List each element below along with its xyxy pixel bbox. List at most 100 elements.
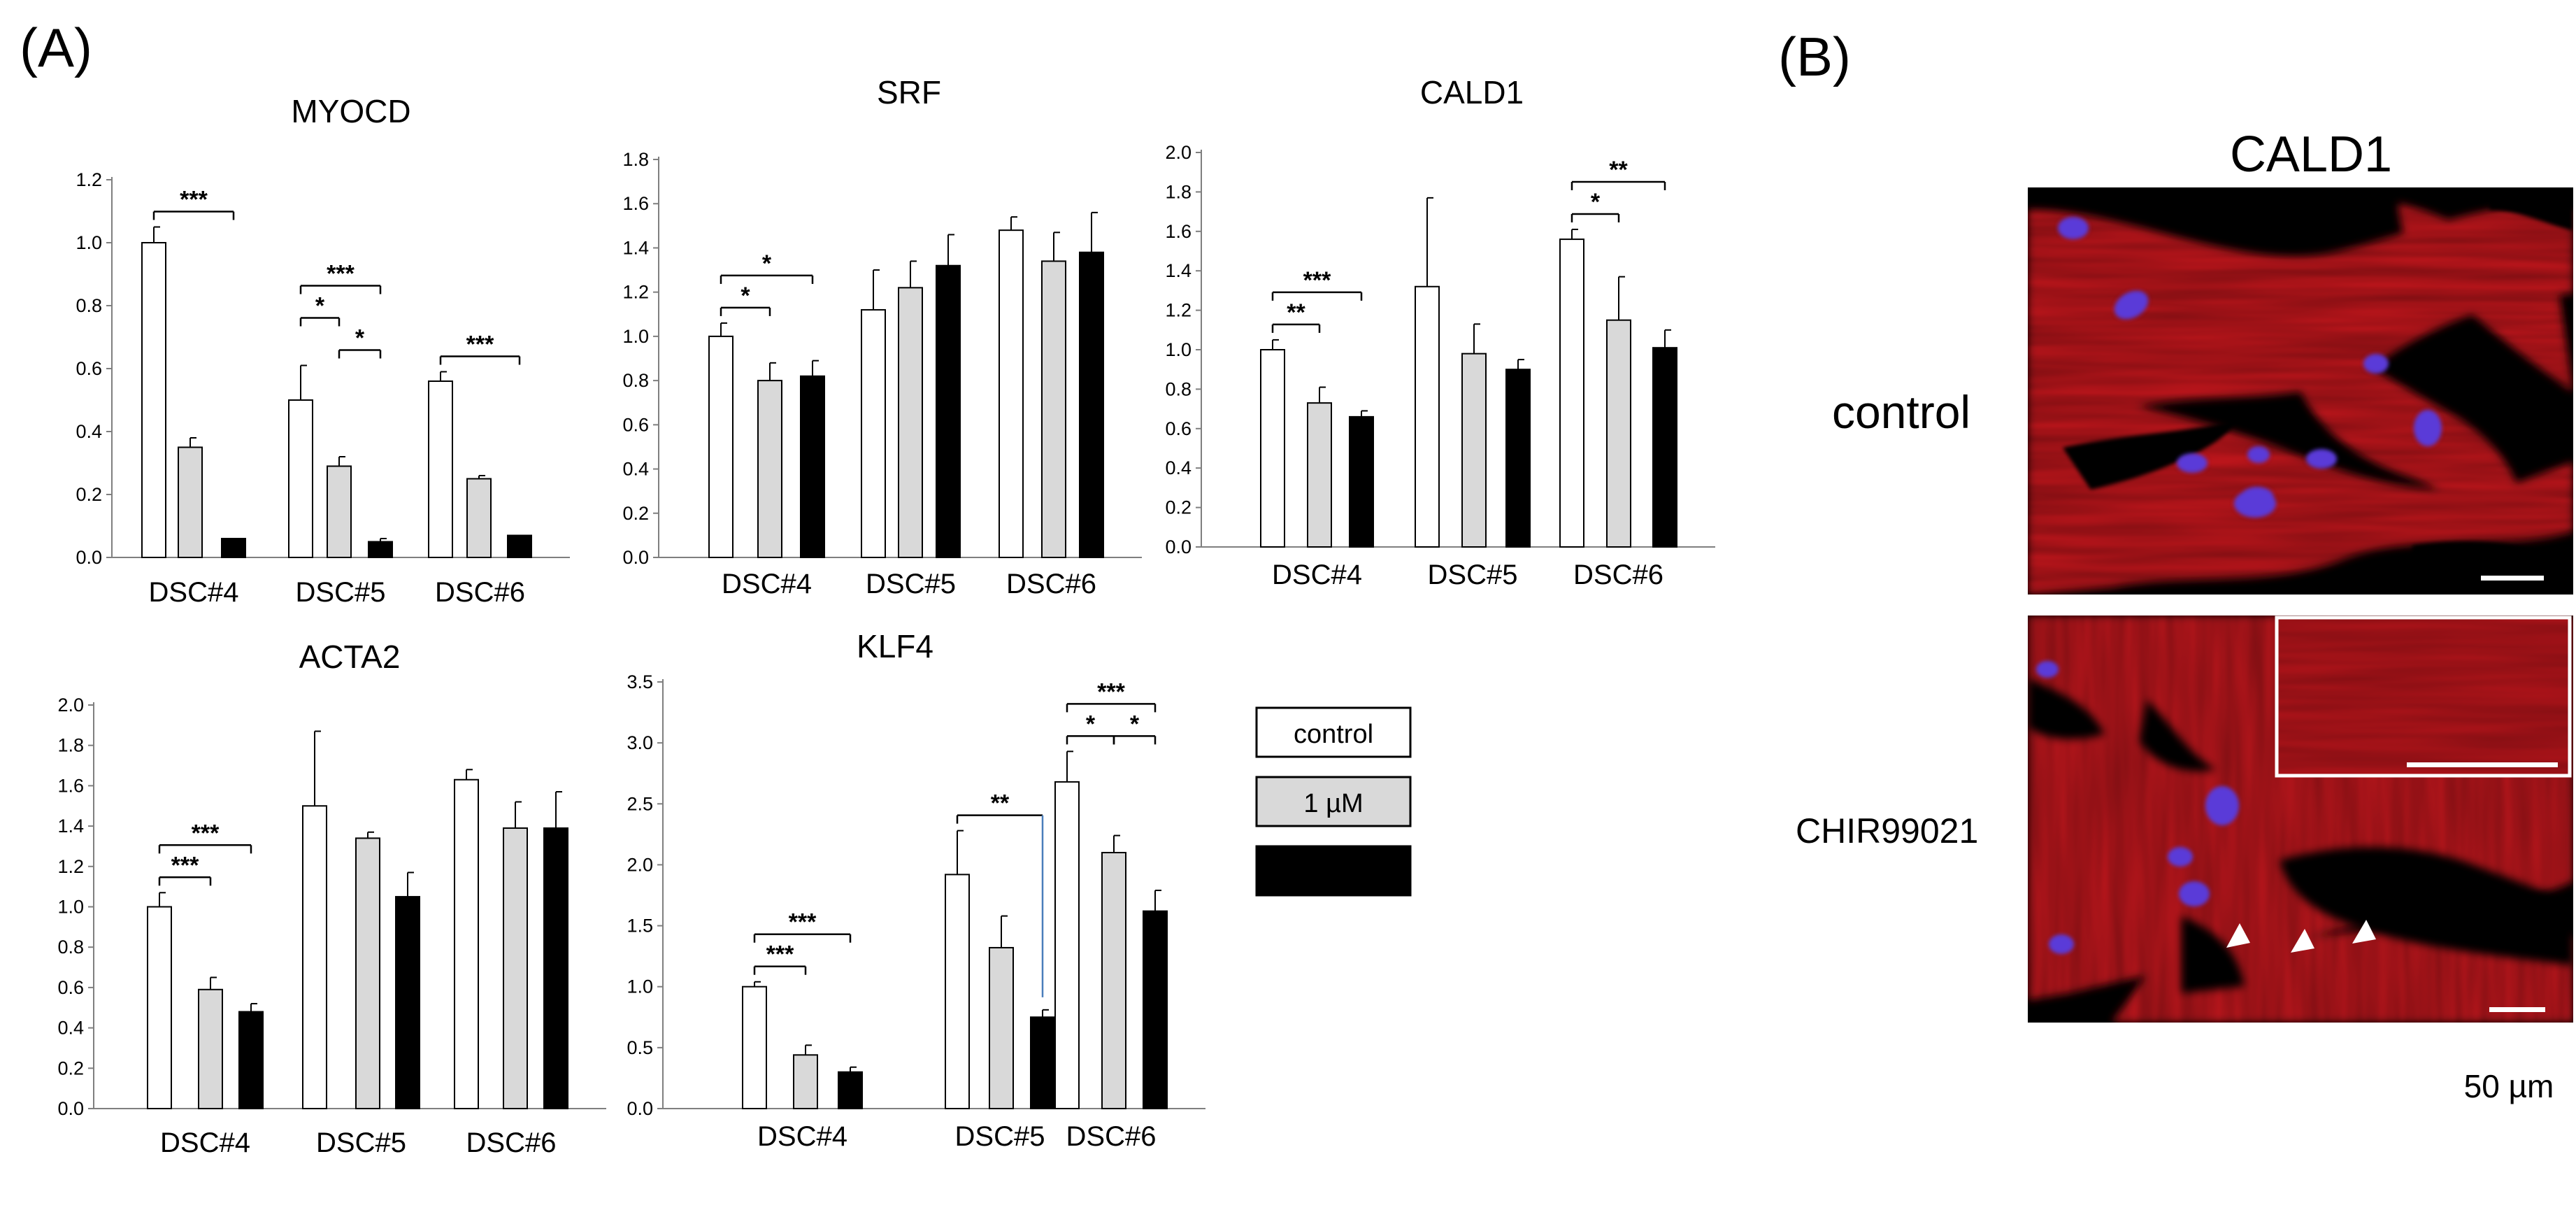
bar-3um xyxy=(1030,1016,1055,1110)
x-category-label: DSC#4 xyxy=(160,1127,250,1158)
chir99021-cald1-stain-image xyxy=(2028,615,2573,1023)
svg-text:1 µM: 1 µM xyxy=(1303,789,1363,818)
significance-label: *** xyxy=(327,261,355,287)
arrowhead-2 xyxy=(2291,929,2314,953)
significance-bracket: *** xyxy=(439,332,521,365)
y-tick-label: 1.2 xyxy=(1165,300,1192,321)
y-tick-label: 1.6 xyxy=(622,193,649,214)
chart-myocd: MYOCD 0.0 0.2 0.4 0.6 0.8 1.0 1.2 DSC#4 DSC#5 DSC#… xyxy=(76,93,570,608)
control-cald1-stain-image xyxy=(2028,187,2573,595)
panel-label-b: (B) xyxy=(1778,26,1851,87)
y-tick-label: 0.2 xyxy=(1165,497,1192,518)
legend-item-1um: 1 µM xyxy=(1255,776,1412,827)
y-tick-label: 0.8 xyxy=(76,295,102,316)
significance-label: * xyxy=(762,250,772,277)
y-tick-label: 1.0 xyxy=(76,232,102,253)
significance-bracket: *** xyxy=(299,261,382,294)
significance-bracket: *** xyxy=(1066,678,1157,713)
scale-bar-chir99021 xyxy=(2489,1007,2545,1012)
y-tick-label: 2.0 xyxy=(627,854,653,875)
arrowhead-1 xyxy=(2226,923,2250,948)
svg-text:3 µM: 3 µM xyxy=(1303,858,1363,888)
y-tick-label: 0.4 xyxy=(57,1018,84,1039)
y-tick-label: 1.6 xyxy=(1165,221,1192,242)
bar-1um xyxy=(355,837,380,1110)
significance-bracket: *** xyxy=(1271,267,1363,301)
bar-control xyxy=(302,805,327,1109)
y-tick-label: 1.8 xyxy=(57,735,84,756)
significance-bracket: * xyxy=(338,325,382,359)
y-tick-label: 1.8 xyxy=(1165,181,1192,202)
significance-bracket: * xyxy=(1112,711,1157,745)
significance-label: *** xyxy=(466,332,494,358)
chart-title: SRF xyxy=(877,74,941,111)
y-tick-label: 1.4 xyxy=(622,237,649,258)
bar-1um xyxy=(989,946,1014,1110)
y-tick-label: 0.8 xyxy=(1165,378,1192,399)
y-tick-label: 1.4 xyxy=(1165,260,1192,281)
bar-1um xyxy=(898,287,923,558)
y-tick-label: 1.0 xyxy=(622,326,649,347)
x-category-label: DSC#5 xyxy=(866,569,956,599)
significance-bracket: ** xyxy=(956,790,1044,997)
bar-control xyxy=(1559,239,1584,548)
bar-1um xyxy=(503,827,528,1109)
chart-klf4: KLF4 0.0 0.5 1.0 1.5 2.0 2.5 3.0 3.5 DSC#4 DSC#5 DS… xyxy=(627,628,1205,1152)
bar-1um xyxy=(198,988,223,1110)
x-category-label: DSC#4 xyxy=(757,1121,847,1152)
significance-bracket: * xyxy=(1066,711,1115,745)
significance-label: *** xyxy=(1097,678,1125,705)
significance-bracket: *** xyxy=(158,852,212,886)
significance-label: *** xyxy=(171,852,199,878)
significance-label: *** xyxy=(1303,267,1331,294)
scale-bar-control xyxy=(2481,576,2544,581)
bar-control xyxy=(1260,349,1285,548)
significance-label: *** xyxy=(192,820,220,846)
y-tick-label: 2.5 xyxy=(627,793,653,814)
y-tick-label: 1.0 xyxy=(627,976,653,997)
x-category-label: DSC#5 xyxy=(955,1121,1045,1152)
bar-1um xyxy=(178,446,203,558)
legend-item-control: control xyxy=(1255,706,1412,758)
bar-control xyxy=(141,242,166,558)
bar-1um xyxy=(757,380,782,558)
bar-1um xyxy=(1307,402,1332,548)
y-tick-label: 0.6 xyxy=(622,414,649,435)
y-tick-label: 2.0 xyxy=(57,695,84,716)
x-category-label: DSC#5 xyxy=(1428,560,1518,590)
bar-control xyxy=(1415,285,1440,548)
significance-label: * xyxy=(1130,711,1140,737)
significance-bracket: ** xyxy=(1570,157,1666,190)
y-tick-label: 0.0 xyxy=(622,547,649,568)
microscopy-title: CALD1 xyxy=(2230,127,2392,183)
significance-bracket: *** xyxy=(753,909,852,943)
bar-3um xyxy=(1505,369,1531,548)
y-tick-label: 1.5 xyxy=(627,916,653,937)
legend: control 1 µM 3 µM xyxy=(1255,706,1412,897)
significance-bracket: * xyxy=(720,250,814,284)
bar-control xyxy=(428,380,453,558)
y-tick-label: 1.2 xyxy=(57,856,84,877)
bar-3um xyxy=(936,264,961,558)
bar-control xyxy=(945,874,970,1110)
chart-srf: SRF 0.0 0.2 0.4 0.6 0.8 1.0 1.2 1.4 1.6 1.8 DSC#4 DS… xyxy=(622,74,1142,599)
significance-bracket: *** xyxy=(753,941,807,975)
x-category-label: DSC#4 xyxy=(149,577,239,608)
y-tick-label: 0.4 xyxy=(1165,457,1192,478)
significance-label: * xyxy=(1086,711,1096,737)
scale-bar-label: 50 µm xyxy=(2464,1068,2554,1104)
significance-bracket: *** xyxy=(152,187,235,220)
y-tick-label: 0.8 xyxy=(622,370,649,391)
y-tick-label: 0.2 xyxy=(622,503,649,524)
chart-cald1: CALD1 0.0 0.2 0.4 0.6 0.8 1.0 1.2 1.4 1.6 1.8 2.0 DS… xyxy=(1165,74,1715,590)
bar-control xyxy=(742,985,767,1109)
x-category-label: DSC#5 xyxy=(316,1127,406,1158)
y-tick-label: 0.6 xyxy=(76,358,102,379)
chart-acta2: ACTA2 0.0 0.2 0.4 0.6 0.8 1.0 1.2 1.4 1.6 1.8 2.0 DS… xyxy=(57,639,606,1158)
y-tick-label: 0.4 xyxy=(622,459,649,480)
significance-label: ** xyxy=(1287,299,1305,326)
significance-label: *** xyxy=(180,187,208,213)
bar-3um xyxy=(368,541,393,558)
y-tick-label: 0.5 xyxy=(627,1037,653,1058)
